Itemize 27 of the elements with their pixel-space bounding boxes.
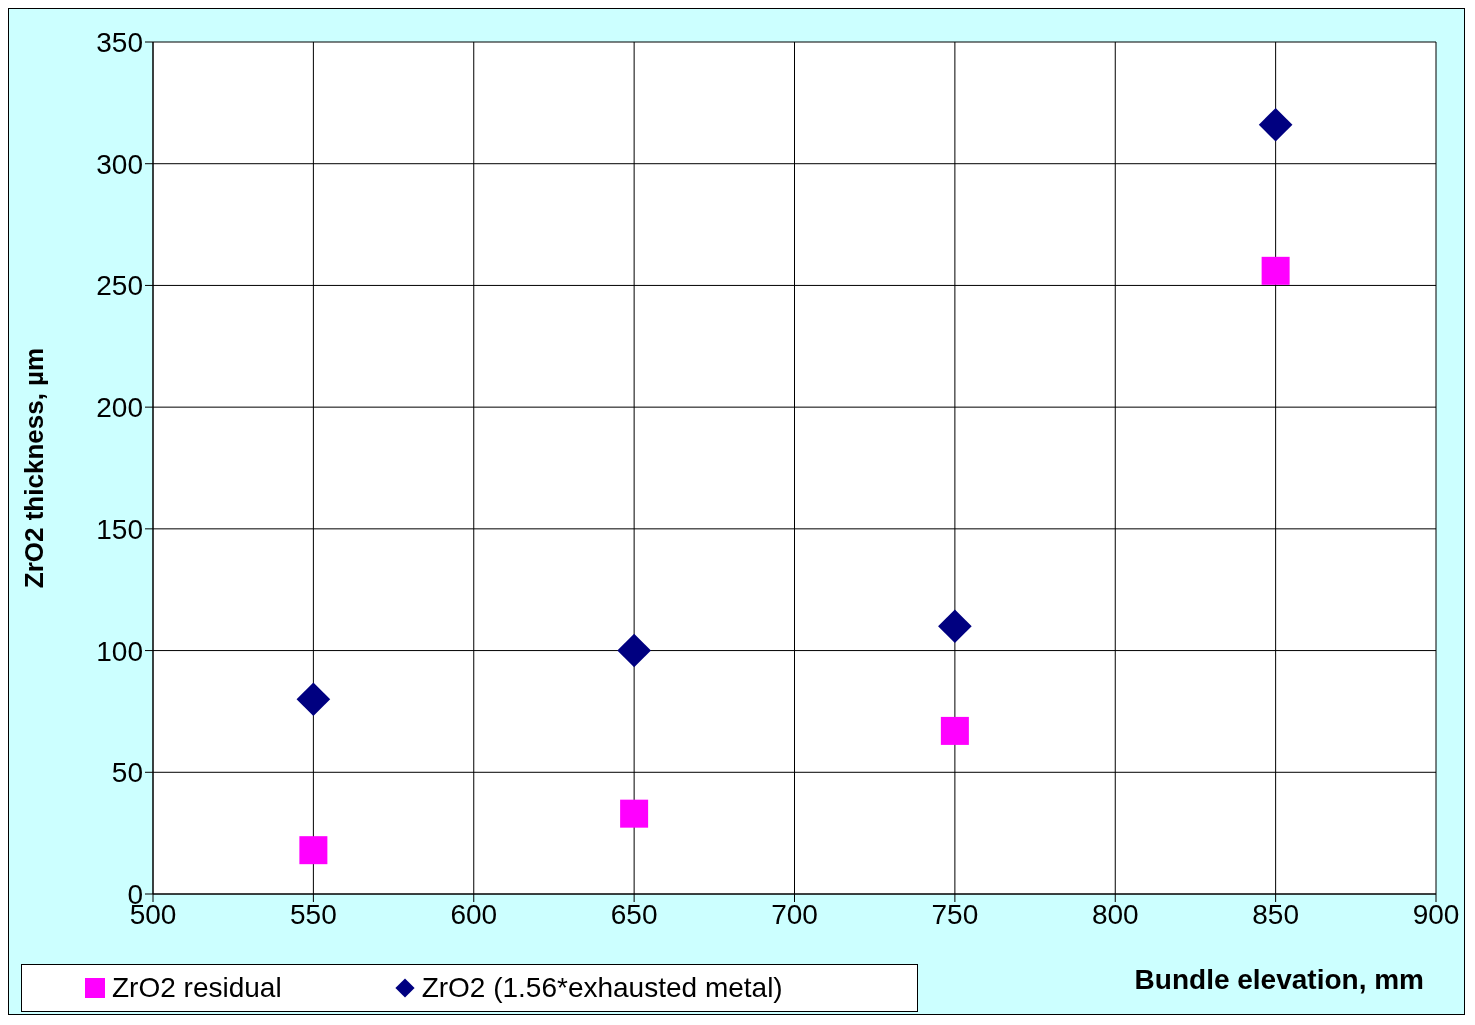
point — [299, 836, 328, 865]
x-tick-label: 700 — [771, 898, 818, 930]
legend-label: ZrO2 residual — [112, 972, 282, 1004]
point — [1258, 107, 1293, 142]
x-tick-label: 650 — [610, 898, 658, 930]
y-tick-label: 350 — [96, 26, 143, 58]
legend-label: ZrO2 (1.56*exhausted metal) — [421, 972, 783, 1004]
y-tick-label: 150 — [96, 513, 143, 545]
x-axis-title: Bundle elevation, mm — [1134, 964, 1424, 996]
y-tick-label: 50 — [111, 757, 143, 789]
y-tick-label: 300 — [96, 148, 143, 180]
y-tick-label: 250 — [96, 270, 143, 302]
point — [620, 799, 649, 828]
point — [1261, 256, 1290, 285]
x-tick-label: 550 — [290, 898, 337, 930]
x-tick-label: 800 — [1091, 898, 1139, 930]
x-tick-label: 900 — [1412, 898, 1460, 930]
x-tick-label: 850 — [1252, 898, 1299, 930]
point — [617, 633, 651, 668]
point — [940, 716, 969, 745]
point — [296, 682, 331, 717]
y-tick-label: 200 — [96, 392, 143, 424]
y-axis-title: ZrO2 thickness, µm — [19, 347, 50, 589]
x-tick-label: 750 — [931, 898, 979, 930]
point — [938, 609, 972, 644]
y-tick-label: 100 — [96, 635, 143, 667]
x-tick-label: 600 — [450, 898, 498, 930]
